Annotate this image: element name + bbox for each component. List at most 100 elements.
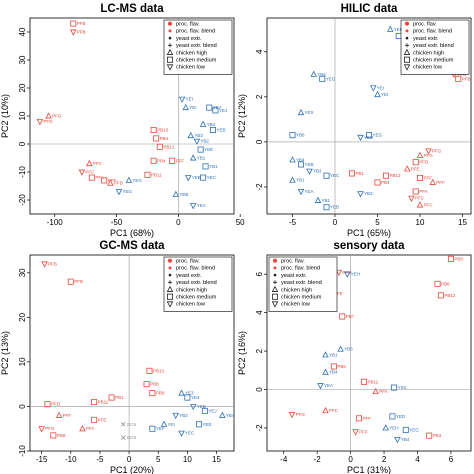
data-point (41, 261, 48, 268)
data-point-label: YEE (204, 147, 213, 152)
data-point (314, 196, 322, 203)
data-point-label: YEG (132, 178, 142, 183)
y-tick-label: 6 (255, 271, 264, 276)
data-point (115, 189, 123, 196)
legend-marker (271, 301, 279, 308)
x-tick-label: -15 (36, 455, 48, 464)
data-point (86, 159, 93, 167)
x-tick-label: 0 (127, 455, 132, 464)
x-tick-label: 10 (416, 218, 425, 227)
x-axis-label: PC1 (20%) (110, 465, 154, 474)
data-point (289, 156, 296, 163)
data-point-label: PB8 (57, 433, 66, 438)
legend-label: yeast extr. blend (176, 43, 217, 49)
data-point-label: PFF (63, 413, 72, 418)
data-point-label: YB3 (194, 133, 203, 138)
data-point (91, 398, 98, 405)
legend-marker (166, 293, 173, 300)
y-tick-label: 20 (18, 83, 27, 92)
data-point (67, 278, 74, 285)
legend-marker (168, 273, 172, 277)
data-point-label: YEA (305, 189, 314, 194)
data-point-label: YE4 (191, 395, 200, 400)
data-point-label: YEF (156, 426, 165, 431)
legend-marker (166, 285, 174, 292)
data-point (91, 416, 98, 423)
data-point (70, 20, 77, 27)
x-tick-label: 15 (458, 218, 467, 227)
legend-marker (166, 56, 173, 63)
data-point-label: PB12 (444, 293, 456, 298)
y-tick-label: 2 (255, 94, 264, 99)
legend-marker (403, 64, 411, 71)
legend-label: proc. flav. blend (281, 266, 320, 272)
data-point-label: YEG (326, 76, 336, 81)
data-point (44, 401, 51, 408)
data-point (193, 138, 201, 145)
data-point (172, 412, 179, 420)
data-point (425, 148, 432, 155)
x-tick-label: 5 (156, 455, 161, 464)
data-point (298, 161, 305, 168)
legend-label: yeast extr. blend (281, 280, 322, 286)
data-point-label: YB4 (401, 437, 410, 442)
data-point-label: YEH (389, 425, 398, 430)
data-point-label: YEA (324, 383, 333, 388)
data-point (153, 135, 160, 142)
legend-label: chicken high (176, 287, 207, 293)
legend-marker (272, 258, 278, 263)
x-axis-label: PC1 (65%) (347, 228, 391, 238)
legend-label: yeast extr. (176, 36, 202, 42)
data-point-label: PFB (48, 261, 57, 266)
legend-label: chicken low (176, 302, 206, 308)
x-axis-label: PC1 (31%) (347, 465, 391, 474)
data-point (187, 131, 194, 139)
y-tick-label: 4 (255, 49, 264, 54)
legend-label: chicken medium (176, 295, 217, 301)
legend-marker (273, 273, 277, 277)
data-point-label: PFC (329, 408, 339, 413)
data-point-label: PFD (51, 402, 61, 407)
data-point (402, 426, 409, 433)
data-point (343, 271, 351, 278)
data-point (322, 368, 329, 375)
legend-label: proc. flav. (176, 259, 200, 265)
legend-box (268, 256, 338, 312)
data-point-label: YB1 (296, 178, 305, 183)
data-point-label: PFG (432, 148, 442, 153)
legend-marker (167, 21, 173, 26)
data-point-label: PB13 (157, 128, 169, 133)
data-point (395, 33, 402, 40)
data-point-label: PB11 (367, 379, 378, 384)
data-point-label: PFB (77, 21, 86, 26)
y-tick-label: -20 (18, 194, 27, 206)
data-point (310, 70, 318, 77)
data-point-label: PFF (176, 158, 185, 163)
legend-label: chicken low (413, 65, 443, 71)
x-tick-label: -2 (314, 455, 322, 464)
data-point (160, 420, 168, 427)
data-point (339, 313, 346, 320)
data-point-label: YEI (189, 105, 196, 110)
data-point (150, 157, 157, 164)
data-point-label: YEA (197, 203, 206, 208)
data-point-label: PFG (45, 426, 55, 431)
data-point-label: YB1 (197, 156, 206, 161)
x-tick-label: 4 (415, 455, 420, 464)
data-point (394, 436, 401, 444)
data-point (416, 174, 423, 181)
x-tick-label: -50 (111, 218, 123, 227)
data-point-label: PFA (379, 389, 388, 394)
data-point (36, 119, 44, 126)
data-point (202, 163, 209, 170)
x-tick-label: 2 (382, 455, 387, 464)
data-point-label: PB3 (433, 433, 442, 438)
data-point (319, 75, 326, 82)
data-point-label: YEJ (208, 408, 216, 413)
data-point (360, 378, 367, 385)
data-points: YEFYEFPFBPFBYB4YEGYEIYEIYEXYB6YEGYEGYB4Y… (289, 25, 471, 211)
plot-frame (266, 254, 472, 452)
data-point-label: PB11 (98, 400, 109, 405)
